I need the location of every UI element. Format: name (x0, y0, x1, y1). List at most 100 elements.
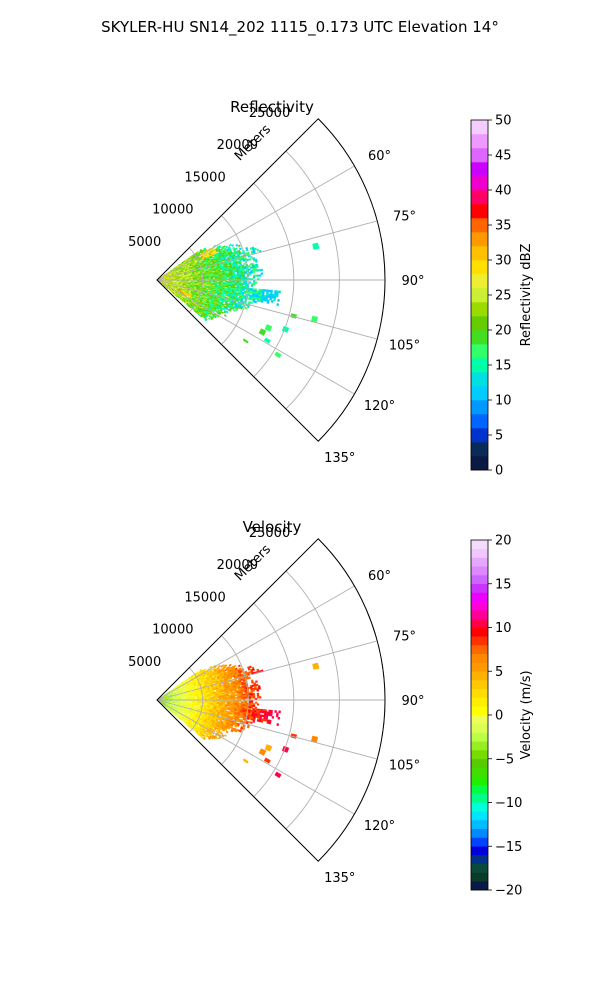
data-cell (256, 248, 260, 252)
data-cell (208, 697, 212, 700)
data-cell (245, 248, 249, 252)
data-cell (274, 710, 277, 713)
data-cell (254, 701, 258, 704)
data-cell (254, 274, 258, 277)
data-cell (255, 680, 258, 683)
data-cell (252, 689, 255, 692)
radial-tick-label: 5000 (128, 235, 161, 250)
data-cell (256, 692, 260, 695)
data-cell (206, 691, 209, 694)
data-cell (278, 710, 281, 714)
data-field (157, 242, 320, 359)
data-cell (234, 694, 238, 697)
data-cell (256, 703, 260, 706)
azimuth-tick-label: 75° (393, 209, 416, 224)
colorbar-swatch (471, 330, 488, 345)
data-cell (212, 276, 216, 279)
colorbar-swatch (471, 386, 488, 401)
data-cell (196, 671, 199, 674)
data-cell (260, 268, 263, 272)
colorbar-tick-label: 20 (495, 324, 512, 339)
data-cell (235, 244, 239, 247)
data-cell (255, 683, 259, 687)
data-cell (226, 276, 230, 278)
data-cell (267, 713, 271, 717)
data-cell (254, 687, 257, 690)
data-cell (204, 278, 208, 280)
azimuth-tick-label: 90° (401, 274, 424, 289)
data-cell (188, 280, 192, 282)
data-cell (237, 664, 241, 668)
data-cell (244, 271, 248, 275)
data-cell (260, 272, 264, 275)
data-cell (244, 696, 248, 699)
data-cell (220, 311, 224, 314)
data-cell (243, 292, 247, 295)
data-cell (198, 702, 202, 705)
data-cell (249, 665, 252, 669)
data-cell (277, 716, 281, 720)
colorbar-tick-label: 25 (495, 289, 512, 304)
data-cell (256, 269, 259, 272)
azimuth-gridline (156, 220, 378, 281)
data-cell (258, 696, 262, 699)
data-cell (222, 690, 225, 693)
data-cell (244, 267, 247, 270)
data-cell (232, 688, 235, 691)
data-cell (228, 663, 232, 667)
data-cell (174, 280, 178, 282)
data-field (157, 662, 320, 779)
colorbar-tick-label: 35 (495, 219, 512, 234)
colorbar-swatch (471, 372, 488, 387)
data-cell (242, 282, 246, 285)
data-cell (176, 698, 180, 700)
radial-tick-label: 10000 (152, 203, 193, 218)
data-cell (252, 276, 256, 279)
data-cell (246, 305, 250, 309)
colorbar-swatch (471, 302, 488, 317)
colorbar-swatch (471, 316, 488, 331)
data-cell (234, 247, 238, 251)
data-cell (184, 278, 188, 280)
data-cell (247, 667, 251, 671)
data-cell (194, 696, 198, 698)
data-cell (250, 266, 253, 269)
data-cell (176, 282, 179, 284)
colorbar-swatch (471, 456, 488, 471)
data-cell (256, 274, 260, 277)
colorbar-swatch (471, 190, 488, 205)
data-cell (252, 281, 256, 284)
data-cell (248, 273, 252, 276)
data-cell (209, 665, 213, 669)
data-cell (251, 681, 254, 684)
data-cell (256, 265, 259, 269)
data-cell (190, 282, 193, 284)
data-cell (252, 696, 256, 699)
data-cell (276, 303, 280, 307)
data-cell (186, 284, 189, 286)
data-cell (233, 664, 237, 668)
colorbar-swatch (471, 162, 488, 177)
data-cell (254, 269, 257, 272)
colorbar-swatch (471, 218, 488, 233)
data-cell (254, 300, 258, 304)
data-cell (248, 676, 251, 680)
colorbar-tick-label: 40 (495, 184, 512, 199)
data-cell (248, 686, 251, 690)
data-cell (252, 283, 256, 286)
reflectivity-panel: Reflectivity500010000150002000025000Mete… (128, 98, 534, 479)
data-cell (274, 351, 282, 359)
data-cell (234, 270, 237, 273)
colorbar-tick-label: 45 (495, 149, 512, 164)
data-cell (240, 275, 244, 278)
data-cell (266, 301, 270, 304)
radial-tick-label: 25000 (249, 106, 290, 121)
data-cell (256, 689, 259, 692)
data-cell (222, 245, 226, 248)
colorbar-tick-label: 30 (495, 254, 512, 269)
data-cell (218, 664, 221, 668)
data-cell (244, 701, 248, 704)
data-cell (264, 289, 267, 292)
data-cell (264, 324, 273, 332)
